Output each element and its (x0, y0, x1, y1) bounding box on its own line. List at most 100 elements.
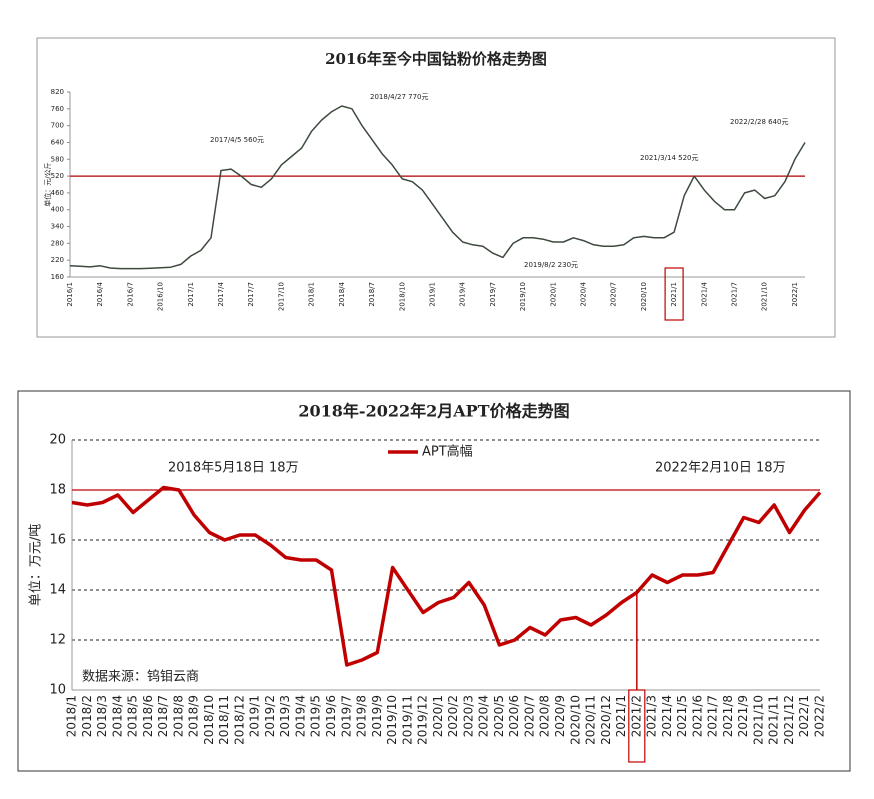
x-tick-label: 2018/7 (156, 695, 170, 737)
x-tick-label: 2018/4 (110, 695, 124, 737)
annotation: 2018年5月18日 18万 (168, 461, 299, 476)
x-tick-label: 2018/7 (368, 282, 376, 307)
x-tick-label: 2020/8 (538, 695, 552, 737)
x-tick-label: 2021/2 (629, 695, 643, 737)
x-tick-label: 2020/7 (522, 695, 536, 737)
y-tick-label: 340 (51, 223, 64, 231)
x-tick-label: 2020/2 (446, 695, 460, 737)
y-tick-label: 760 (51, 105, 64, 113)
y-tick-label: 16 (49, 533, 66, 548)
x-tick-label: 2021/1 (670, 282, 678, 307)
y-tick-label: 220 (51, 256, 64, 264)
y-axis-label: 单位：元/公斤 (43, 162, 52, 206)
x-tick-label: 2021/12 (782, 695, 796, 745)
x-tick-label: 2021/3 (645, 695, 659, 737)
x-tick-label: 2020/11 (584, 695, 598, 745)
x-tick-label: 2018/2 (80, 695, 94, 737)
x-tick-label: 2022/1 (791, 282, 799, 307)
y-tick-label: 280 (51, 239, 64, 247)
x-tick-label: 2020/6 (507, 695, 521, 737)
x-tick-label: 2019/7 (489, 282, 497, 307)
x-tick-label: 2020/1 (431, 695, 445, 737)
x-tick-label: 2020/7 (610, 282, 618, 307)
price-line (69, 105, 806, 270)
x-tick-label: 2018/8 (171, 695, 185, 737)
x-tick-label: 2018/9 (187, 695, 201, 737)
x-tick-label: 2019/7 (339, 695, 353, 737)
annotation: 2022年2月10日 18万 (655, 461, 786, 476)
x-tick-label: 2022/1 (797, 695, 811, 737)
x-tick-label: 2017/4 (217, 281, 225, 306)
annotation: 2021/3/14 520元 (640, 154, 698, 162)
x-tick-label: 2018/6 (141, 695, 155, 737)
annotation: 2019/8/2 230元 (524, 261, 578, 269)
chart-title: 2018年-2022年2月APT价格走势图 (298, 402, 569, 421)
x-tick-label: 2019/1 (248, 695, 262, 737)
x-tick-label: 2017/1 (187, 282, 195, 307)
x-tick-label: 2021/7 (706, 695, 720, 737)
y-tick-label: 520 (51, 172, 64, 180)
x-tick-label: 2019/9 (370, 695, 384, 737)
x-tick-label: 2018/11 (217, 695, 231, 745)
x-tick-label: 2017/10 (277, 282, 285, 311)
x-tick-label: 2019/10 (385, 695, 399, 745)
y-tick-label: 20 (49, 433, 66, 448)
annotation: 2018/4/27 770元 (370, 93, 428, 101)
x-tick-label: 2018/1 (308, 282, 316, 307)
y-tick-label: 10 (49, 683, 66, 698)
x-tick-label: 2022/2 (813, 695, 827, 737)
x-tick-label: 2019/3 (278, 695, 292, 737)
y-tick-label: 820 (51, 88, 64, 96)
price-line (71, 485, 822, 667)
y-tick-label: 460 (51, 189, 64, 197)
chart-title: 2016年至今中国钴粉价格走势图 (325, 50, 547, 68)
x-tick-label: 2021/7 (731, 282, 739, 307)
x-tick-label: 2021/9 (736, 695, 750, 737)
x-tick-label: 2020/1 (549, 282, 557, 307)
annotation: 2022/2/28 640元 (730, 118, 788, 126)
x-tick-label: 2019/4 (459, 281, 467, 306)
x-tick-label: 2019/5 (309, 695, 323, 737)
x-tick-label: 2021/11 (767, 695, 781, 745)
x-tick-label: 2020/10 (568, 695, 582, 745)
x-tick-label: 2019/6 (324, 695, 338, 737)
y-tick-label: 580 (51, 155, 64, 163)
x-tick-label: 2017/7 (247, 282, 255, 307)
x-tick-label: 2019/12 (416, 695, 430, 745)
x-tick-label: 2019/1 (428, 282, 436, 307)
chart-frame (36, 37, 836, 338)
y-tick-label: 160 (51, 273, 64, 281)
y-tick-label: 14 (49, 583, 66, 598)
x-tick-label: 2016/4 (96, 281, 104, 306)
x-tick-label: 2020/10 (640, 282, 648, 311)
x-tick-label: 2020/4 (477, 695, 491, 737)
x-tick-label: 2021/5 (675, 695, 689, 737)
x-tick-label: 2020/3 (461, 695, 475, 737)
x-tick-label: 2021/10 (761, 282, 769, 311)
x-tick-label: 2019/2 (263, 695, 277, 737)
annotation: 2017/4/5 560元 (210, 136, 264, 144)
x-tick-label: 2018/10 (202, 695, 216, 745)
x-tick-label: 2021/6 (690, 695, 704, 737)
x-tick-label: 2018/12 (232, 695, 246, 745)
x-tick-label: 2016/7 (126, 282, 134, 307)
x-tick-label: 2020/4 (579, 281, 587, 306)
y-tick-label: 640 (51, 138, 64, 146)
x-tick-label: 2018/1 (65, 695, 79, 737)
x-tick-label: 2016/10 (157, 282, 165, 311)
x-tick-label: 2016/1 (66, 282, 74, 307)
x-tick-label: 2021/8 (721, 695, 735, 737)
x-tick-label: 2018/3 (95, 695, 109, 737)
x-tick-label: 2018/5 (126, 695, 140, 737)
y-tick-label: 12 (49, 633, 66, 648)
x-tick-label: 2018/10 (398, 282, 406, 311)
x-tick-label: 2021/1 (614, 695, 628, 737)
x-tick-label: 2019/8 (355, 695, 369, 737)
y-tick-label: 700 (51, 122, 64, 130)
x-tick-label: 2019/4 (293, 695, 307, 737)
y-tick-label: 400 (51, 206, 64, 214)
x-tick-label: 2019/11 (400, 695, 414, 745)
x-tick-label: 2018/4 (338, 281, 346, 306)
x-tick-label: 2021/4 (660, 695, 674, 737)
